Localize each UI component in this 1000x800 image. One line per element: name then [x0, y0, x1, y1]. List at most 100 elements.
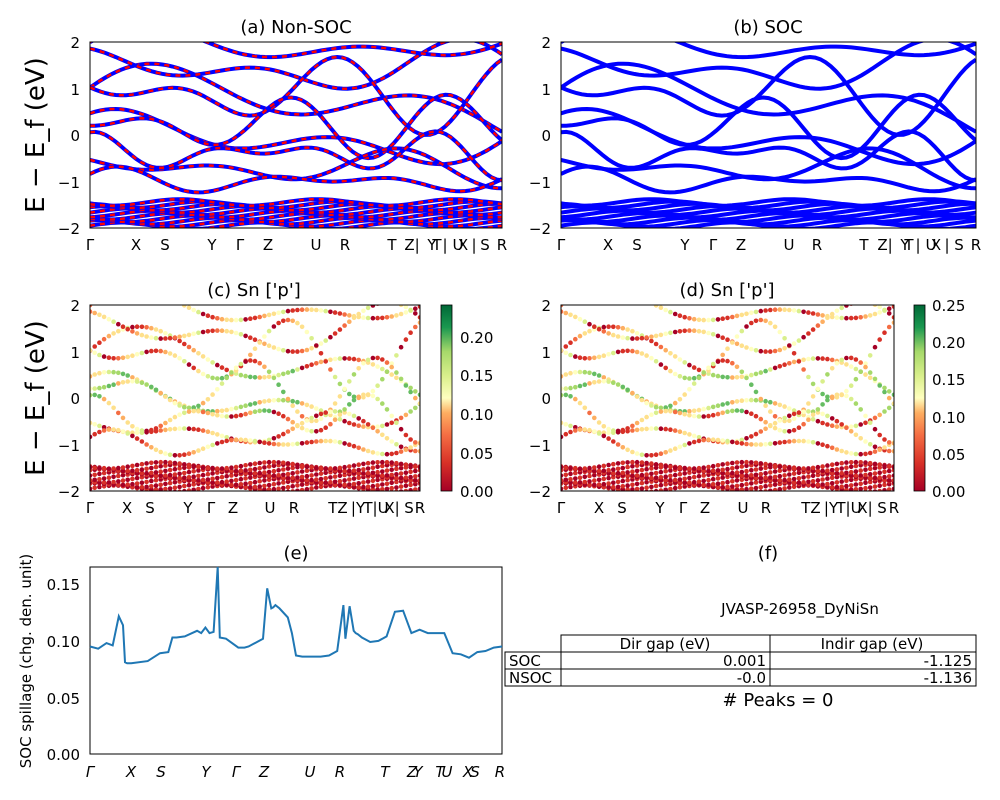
soc-proj-dot	[649, 471, 654, 477]
nonsoc-proj-dot	[365, 466, 371, 471]
soc-proj-dot	[592, 482, 597, 488]
nonsoc-proj-dot	[224, 474, 229, 479]
soc-proj-dot	[573, 480, 578, 485]
soc-proj-dot	[710, 372, 716, 378]
nonsoc-proj-dot	[97, 370, 102, 376]
soc-proj-dot	[829, 357, 835, 363]
soc-proj-dot	[772, 324, 778, 330]
soc-proj-dot	[848, 473, 854, 478]
soc-proj-dot	[772, 469, 778, 474]
soc-proj-dot	[858, 300, 863, 305]
soc-proj-dot	[564, 300, 569, 305]
soc-proj-dot	[615, 466, 621, 472]
soc-proj-dot	[882, 330, 887, 336]
soc-proj-dot	[730, 408, 735, 414]
nonsoc-proj-dot	[144, 461, 149, 466]
nonsoc-proj-dot	[90, 434, 93, 440]
nonsoc-proj-dot	[347, 402, 352, 407]
nonsoc-band-line	[90, 213, 502, 225]
nonsoc-proj-dot	[266, 441, 272, 446]
nonsoc-proj-dot	[413, 395, 418, 401]
soc-proj-dot	[829, 471, 835, 476]
nonsoc-proj-dot	[309, 465, 314, 470]
soc-proj-dot	[691, 408, 697, 414]
nonsoc-proj-dot	[299, 414, 305, 419]
nonsoc-proj-dot	[271, 409, 277, 415]
nonsoc-proj-dot	[172, 426, 178, 432]
nonsoc-proj-dot	[200, 472, 206, 478]
nonsoc-proj-dot	[398, 415, 404, 421]
nonsoc-proj-dot	[380, 463, 385, 469]
nonsoc-proj-dot	[248, 335, 253, 341]
soc-proj-dot	[891, 464, 894, 470]
soc-proj-dot	[630, 423, 635, 429]
colorbar-tick-label: 0.25	[932, 297, 965, 315]
soc-proj-dot	[825, 413, 830, 419]
soc-proj-dot	[620, 460, 626, 466]
soc-proj-dot	[782, 336, 787, 341]
xtick-label: Y	[679, 236, 690, 254]
soc-proj-dot	[634, 349, 640, 355]
nonsoc-proj-dot	[182, 404, 187, 410]
soc-proj-dot	[787, 406, 792, 411]
nonsoc-proj-dot	[144, 484, 149, 490]
nonsoc-proj-dot	[144, 287, 149, 292]
nonsoc-proj-dot	[215, 328, 220, 333]
nonsoc-proj-dot	[177, 334, 182, 340]
soc-proj-dot	[739, 312, 745, 318]
soc-proj-dot	[644, 466, 649, 472]
soc-proj-dot	[573, 425, 578, 430]
nonsoc-proj-dot	[196, 309, 201, 315]
nonsoc-proj-dot	[365, 422, 371, 427]
soc-proj-dot	[839, 470, 844, 476]
soc-proj-dot	[663, 463, 668, 469]
soc-proj-dot	[596, 477, 602, 483]
ytick-label: −1	[529, 174, 551, 192]
nonsoc-proj-dot	[163, 463, 168, 468]
nonsoc-proj-dot	[295, 470, 300, 475]
soc-proj-dot	[563, 472, 569, 478]
soc-proj-dot	[848, 355, 854, 361]
soc-proj-dot	[582, 356, 588, 361]
nonsoc-proj-dot	[370, 393, 376, 399]
soc-proj-dot	[872, 376, 878, 382]
soc-proj-dot	[844, 393, 849, 399]
nonsoc-proj-dot	[243, 359, 248, 364]
nonsoc-proj-dot	[299, 401, 305, 406]
nonsoc-proj-dot	[375, 424, 380, 430]
nonsoc-proj-dot	[248, 462, 253, 467]
soc-proj-dot	[691, 466, 697, 471]
nonsoc-proj-dot	[403, 310, 409, 315]
soc-proj-dot	[710, 317, 716, 323]
xtick-label: Γ	[86, 499, 95, 517]
nonsoc-proj-dot	[398, 475, 404, 481]
nonsoc-proj-dot	[90, 420, 93, 426]
soc-proj-dot	[620, 335, 626, 340]
xtick-label: X	[125, 763, 137, 781]
nonsoc-proj-dot	[365, 357, 371, 363]
xtick-label: X	[594, 499, 604, 517]
soc-proj-dot	[701, 317, 706, 323]
nonsoc-proj-dot	[163, 420, 168, 426]
soc-proj-dot	[606, 436, 611, 441]
soc-proj-dot	[772, 441, 778, 446]
soc-proj-dot	[634, 481, 640, 487]
nonsoc-proj-dot	[337, 311, 343, 316]
nonsoc-proj-dot	[153, 464, 159, 470]
nonsoc-proj-dot	[413, 468, 418, 474]
soc-proj-dot	[592, 355, 597, 361]
nonsoc-proj-dot	[380, 401, 385, 406]
nonsoc-proj-dot	[90, 309, 93, 314]
nonsoc-proj-dot	[233, 405, 239, 411]
nonsoc-proj-dot	[163, 394, 168, 399]
nonsoc-proj-dot	[248, 471, 253, 476]
nonsoc-proj-dot	[314, 343, 319, 348]
nonsoc-proj-dot	[248, 480, 253, 486]
soc-proj-dot	[829, 467, 835, 473]
nonsoc-proj-dot	[375, 487, 380, 491]
soc-proj-dot	[658, 469, 664, 475]
nonsoc-proj-dot	[116, 370, 121, 376]
nonsoc-proj-dot	[196, 330, 201, 336]
soc-proj-dot	[739, 482, 745, 488]
soc-proj-dot	[592, 465, 597, 470]
